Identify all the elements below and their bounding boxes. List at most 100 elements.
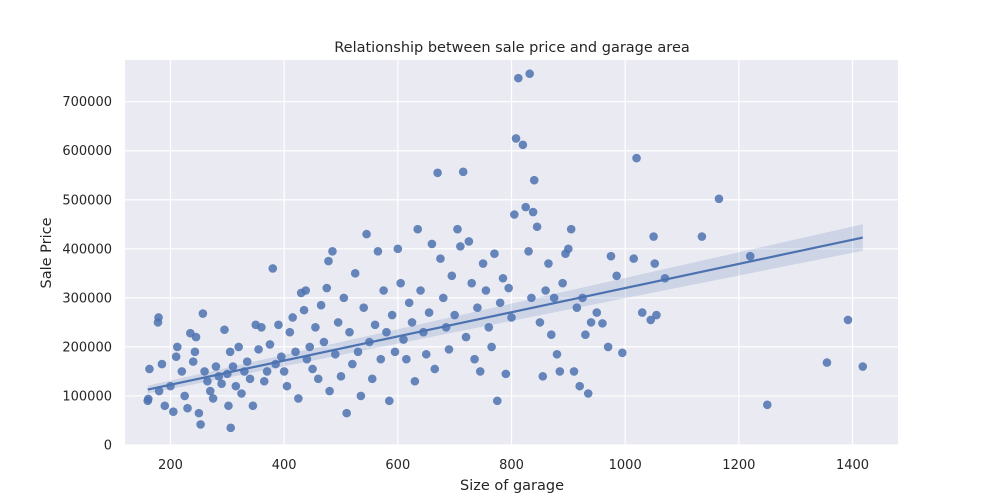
data-point	[220, 325, 229, 335]
data-point	[237, 389, 246, 398]
data-point	[714, 194, 724, 204]
data-point	[342, 408, 351, 418]
data-point	[248, 401, 258, 411]
data-point	[410, 376, 420, 386]
data-point	[194, 408, 204, 418]
data-point	[331, 349, 340, 359]
data-point	[510, 210, 519, 219]
data-point	[190, 347, 200, 357]
data-point	[160, 401, 170, 411]
x-tick-label: 800	[499, 458, 524, 473]
x-tick-labels: 200 400 600 800 1000 1200 1400	[158, 458, 869, 473]
data-point	[226, 423, 236, 433]
data-point	[652, 310, 661, 320]
data-point	[299, 305, 309, 315]
y-tick-label: 0	[104, 439, 112, 454]
data-point	[697, 232, 707, 241]
data-point	[180, 391, 189, 401]
data-point	[475, 367, 485, 376]
data-point	[430, 364, 440, 374]
data-point	[324, 256, 333, 266]
data-point	[535, 318, 545, 327]
data-point	[379, 286, 388, 295]
data-point	[481, 286, 491, 295]
data-point	[583, 389, 593, 398]
grid-lines	[125, 60, 898, 446]
data-point	[470, 354, 479, 364]
data-point	[282, 381, 292, 391]
data-point	[501, 369, 511, 379]
data-point	[390, 347, 400, 357]
data-point	[305, 342, 315, 352]
data-point	[450, 310, 459, 320]
data-point	[637, 308, 647, 317]
data-point	[484, 322, 494, 332]
data-point	[145, 364, 154, 374]
data-point	[527, 293, 536, 303]
data-point	[461, 332, 471, 342]
x-tick-label: 1000	[609, 458, 642, 473]
y-tick-label: 200000	[62, 340, 112, 355]
data-point	[438, 293, 448, 303]
data-point	[254, 345, 263, 354]
data-point	[205, 386, 215, 396]
data-point	[268, 264, 278, 273]
points-layer	[143, 69, 868, 433]
data-point	[345, 327, 354, 337]
data-point	[308, 364, 317, 374]
data-point	[245, 374, 255, 384]
data-point	[228, 362, 238, 371]
data-point	[316, 300, 326, 310]
data-point	[467, 278, 477, 288]
data-point	[265, 340, 275, 349]
y-tick-label: 700000	[62, 95, 112, 110]
data-point	[350, 269, 360, 278]
data-point	[353, 347, 363, 357]
data-point	[208, 394, 218, 403]
data-point	[532, 222, 542, 232]
data-point	[333, 318, 343, 327]
data-point	[407, 318, 417, 327]
data-point	[217, 379, 226, 388]
data-point	[433, 168, 442, 178]
data-point	[322, 283, 332, 293]
data-point	[328, 246, 337, 256]
data-point	[144, 394, 153, 404]
data-point	[575, 381, 585, 391]
data-point	[632, 153, 641, 163]
data-point	[492, 396, 502, 406]
data-point	[498, 273, 508, 283]
x-tick-label: 200	[158, 458, 183, 473]
x-tick-label: 1200	[722, 458, 755, 473]
data-point	[359, 303, 369, 312]
data-point	[225, 347, 235, 357]
data-point	[581, 330, 590, 339]
data-point	[157, 359, 167, 369]
data-point	[490, 249, 499, 259]
data-point	[528, 207, 538, 217]
data-point	[231, 381, 241, 391]
data-point	[514, 73, 523, 83]
data-point	[279, 367, 289, 376]
data-point	[572, 303, 582, 312]
x-tick-label: 400	[272, 458, 297, 473]
data-point	[549, 293, 559, 303]
data-point	[154, 313, 163, 322]
data-point	[196, 420, 205, 429]
data-point	[291, 347, 300, 357]
data-point	[183, 403, 192, 413]
data-point	[592, 308, 602, 317]
data-point	[313, 374, 323, 384]
data-point	[373, 246, 383, 256]
data-point	[427, 239, 437, 249]
data-point	[436, 254, 445, 263]
data-point	[745, 251, 755, 261]
chart-title: Relationship between sale price and gara…	[334, 40, 690, 56]
data-point	[348, 359, 357, 369]
data-point	[646, 315, 656, 325]
data-point	[473, 303, 482, 312]
x-tick-label: 1400	[836, 458, 869, 473]
data-point	[311, 322, 320, 332]
data-point	[393, 244, 403, 254]
